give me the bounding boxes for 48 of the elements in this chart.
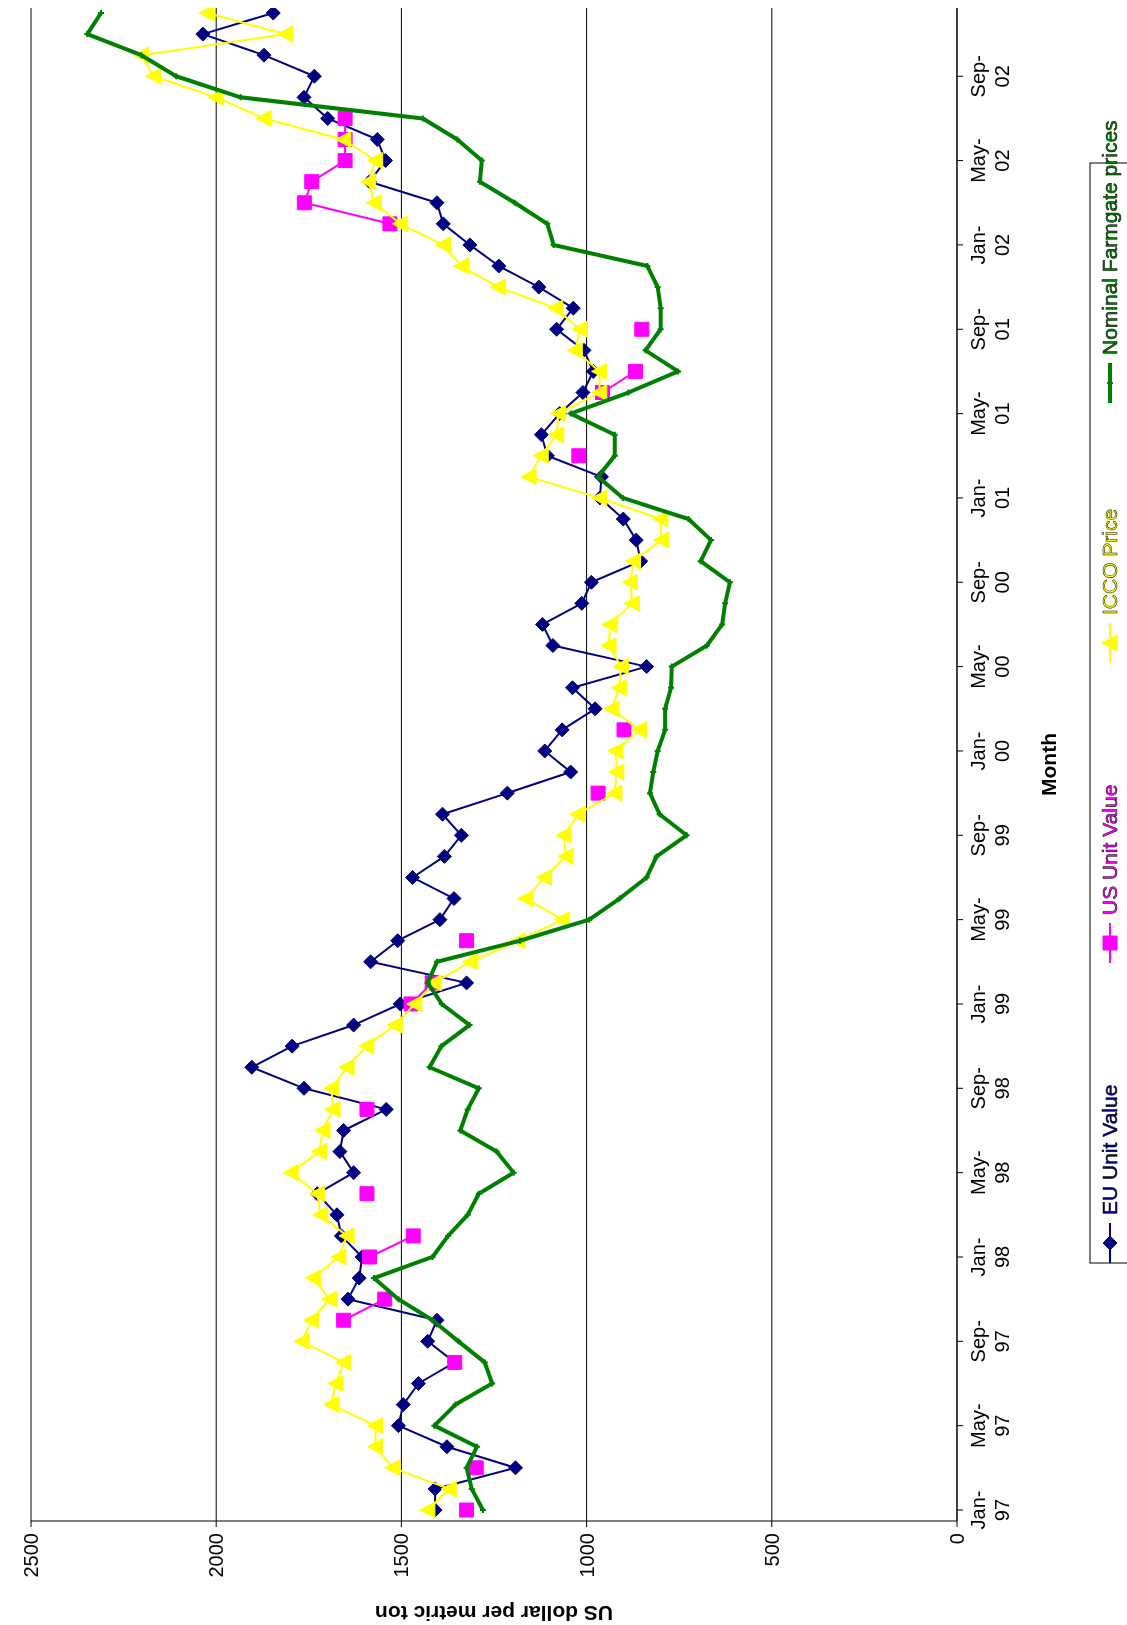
point: [304, 174, 320, 190]
y-axis-title: Month: [1037, 733, 1060, 796]
y-tick-label: Jan-00: [967, 731, 1013, 771]
y-tick-label: May-01: [967, 391, 1013, 436]
point: [359, 1101, 375, 1117]
x-tick-label: 1500: [390, 1533, 413, 1578]
point: [590, 785, 606, 801]
text: Nominal Farmgate prices: [1098, 120, 1122, 355]
y-tick-label: Jan-97: [967, 1490, 1013, 1530]
point: [336, 1312, 352, 1328]
y-tick-label: Sep-02: [967, 55, 1013, 98]
text: US Unit Value: [1098, 784, 1122, 915]
y-tick-label: May-97: [967, 1403, 1013, 1448]
y-tick-label: Sep-01: [967, 308, 1013, 351]
y-tick-label: Sep-00: [967, 561, 1013, 604]
x-tick-label: 500: [760, 1533, 783, 1567]
point: [616, 722, 632, 738]
x-axis-title: US dollar per metric ton: [374, 1602, 614, 1625]
y-tick-label: Sep-99: [967, 814, 1013, 857]
x-tick-label: 2000: [205, 1533, 228, 1578]
y-tick-label: Jan-02: [967, 225, 1013, 265]
point: [405, 1228, 421, 1244]
y-tick-label: May-00: [967, 644, 1013, 689]
point: [627, 363, 643, 379]
point: [296, 195, 312, 211]
y-tick-label: Sep-98: [967, 1067, 1013, 1110]
y-tick-label: Sep-97: [967, 1320, 1013, 1363]
text: EU Unit Value: [1098, 1084, 1122, 1215]
point: [377, 1291, 393, 1307]
point: [468, 1460, 484, 1476]
point: [337, 110, 353, 126]
x-tick-label: 2500: [20, 1533, 42, 1578]
y-tick-label: May-99: [967, 897, 1013, 942]
y-tick-label: May-98: [967, 1150, 1013, 1195]
y-tick-label: Jan-98: [967, 1237, 1013, 1277]
point: [359, 1186, 375, 1202]
point: [337, 153, 353, 169]
point: [459, 1502, 475, 1518]
y-tick-label: May-02: [967, 138, 1013, 183]
point: [459, 933, 475, 949]
x-tick-label: 0: [946, 1533, 968, 1545]
y-tick-label: Jan-01: [967, 478, 1013, 518]
text: ICCO Price: [1098, 508, 1122, 615]
point: [571, 448, 587, 464]
point: [634, 321, 650, 337]
x-tick-label: 1000: [575, 1533, 598, 1578]
y-tick-label: Jan-99: [967, 984, 1013, 1024]
point: [362, 1249, 378, 1265]
